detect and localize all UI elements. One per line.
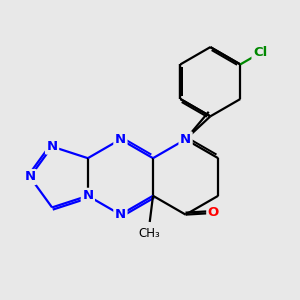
Text: Cl: Cl: [253, 46, 267, 59]
Text: N: N: [82, 189, 93, 202]
Text: CH₃: CH₃: [139, 227, 160, 240]
Text: N: N: [115, 208, 126, 221]
Text: N: N: [115, 133, 126, 146]
Text: N: N: [180, 133, 191, 146]
Text: O: O: [208, 206, 219, 220]
Text: N: N: [46, 140, 58, 153]
Text: N: N: [24, 170, 35, 184]
